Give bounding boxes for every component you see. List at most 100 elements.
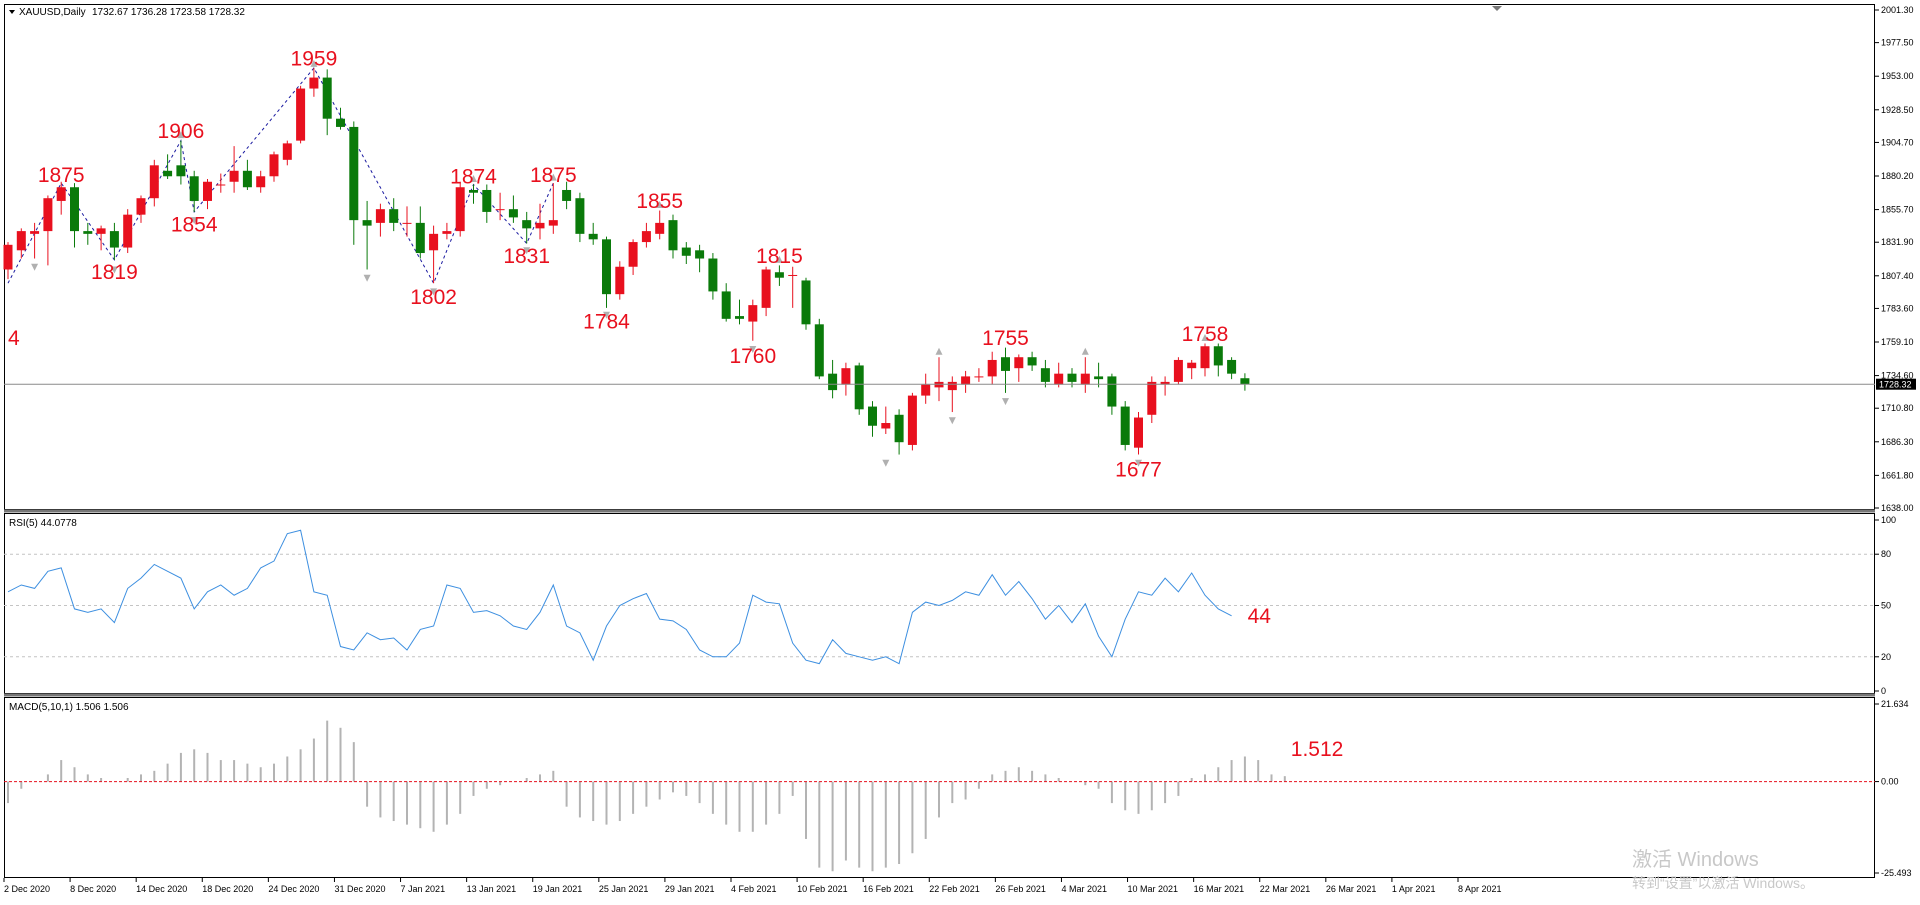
candle-body bbox=[415, 222, 425, 254]
candle-body bbox=[362, 220, 372, 226]
bull-candle bbox=[1200, 343, 1210, 377]
fractal-down-arrow-icon bbox=[1135, 459, 1142, 467]
price-panel-frame bbox=[4, 4, 1875, 510]
candle-body bbox=[149, 165, 159, 199]
rsi-axis-label: 100 bbox=[1881, 515, 1896, 525]
candle-body bbox=[1173, 359, 1183, 382]
macd-axis-label: -25.493 bbox=[1881, 868, 1912, 878]
price-axis-label: 1904.70 bbox=[1881, 137, 1914, 147]
fractal-down-arrow-icon bbox=[882, 459, 890, 467]
bull-candle bbox=[3, 242, 13, 280]
bear-candle bbox=[415, 206, 425, 259]
bull-candle bbox=[282, 140, 292, 166]
bull-candle bbox=[429, 225, 439, 284]
bear-candle bbox=[1213, 343, 1223, 377]
ohlc-readout: 1732.67 1736.28 1723.58 1728.32 bbox=[92, 7, 245, 18]
bear-candle bbox=[681, 242, 691, 265]
time-axis-label: 22 Feb 2021 bbox=[929, 884, 980, 894]
candle-body bbox=[748, 305, 758, 322]
bear-candle bbox=[562, 181, 572, 210]
candle-body bbox=[3, 244, 13, 270]
price-axis-label: 1686.30 bbox=[1881, 437, 1914, 447]
candle-body bbox=[868, 406, 877, 426]
bear-candle bbox=[668, 214, 678, 259]
macd-title: MACD(5,10,1) 1.506 1.506 bbox=[9, 702, 129, 713]
time-axis-label: 24 Dec 2020 bbox=[268, 884, 319, 894]
bull-candle bbox=[748, 299, 758, 341]
bear-candle bbox=[469, 184, 478, 204]
bear-candle bbox=[1240, 373, 1250, 391]
swing-level-label: 1784 bbox=[583, 311, 630, 334]
time-axis-label: 19 Jan 2021 bbox=[533, 884, 583, 894]
bear-candle bbox=[1120, 401, 1130, 451]
candle-body bbox=[189, 176, 199, 201]
candle-body bbox=[1014, 357, 1024, 369]
price-axis-label: 2001.30 bbox=[1881, 5, 1914, 15]
macd-value-label: 1.512 bbox=[1291, 738, 1344, 761]
candle-body bbox=[854, 365, 864, 410]
time-axis-label: 2 Dec 2020 bbox=[4, 884, 50, 894]
time-axis-label: 18 Dec 2020 bbox=[202, 884, 253, 894]
candle-body bbox=[123, 214, 133, 248]
collapse-triangle-icon[interactable] bbox=[9, 10, 15, 14]
bull-candle bbox=[1173, 357, 1183, 385]
bear-candle bbox=[336, 107, 345, 130]
scroll-shift-icon[interactable] bbox=[1492, 6, 1502, 11]
bear-candle bbox=[801, 277, 811, 330]
price-axis-label: 1661.80 bbox=[1881, 470, 1914, 480]
bear-candle bbox=[828, 359, 838, 399]
candle-body bbox=[668, 220, 678, 251]
candle-body bbox=[1160, 381, 1170, 385]
candle-body bbox=[1187, 362, 1197, 369]
swing-level-label: 1819 bbox=[91, 261, 138, 284]
macd-panel-frame bbox=[4, 697, 1875, 878]
bear-candle bbox=[735, 299, 744, 325]
bull-candle bbox=[149, 159, 159, 207]
candle-body bbox=[43, 198, 53, 232]
fractal-down-arrow-icon bbox=[603, 311, 610, 319]
rsi-axis-label: 50 bbox=[1881, 601, 1891, 611]
fractal-down-arrow-icon bbox=[31, 263, 39, 271]
bull-candle bbox=[1147, 376, 1157, 424]
windows-activation-watermark: 激活 Windows bbox=[1632, 848, 1759, 871]
rsi-value-label: 44 bbox=[1248, 605, 1272, 628]
price-axis-label: 1734.60 bbox=[1881, 371, 1914, 381]
fractal-down-arrow-icon bbox=[749, 345, 757, 353]
candle-body bbox=[296, 88, 306, 141]
bear-candle bbox=[176, 140, 186, 185]
time-axis-label: 10 Feb 2021 bbox=[797, 884, 848, 894]
swing-level-label: 1802 bbox=[410, 286, 457, 309]
price-axis-label: 1783.60 bbox=[1881, 303, 1914, 313]
fractal-up-arrow-icon bbox=[656, 201, 664, 209]
candle-body bbox=[96, 228, 106, 234]
current-price-tag bbox=[1876, 378, 1916, 390]
candle-body bbox=[389, 209, 399, 223]
candle-body bbox=[562, 189, 572, 201]
swing-level-label: 1760 bbox=[729, 345, 776, 368]
candle-body bbox=[176, 165, 186, 177]
time-axis-label: 1 Apr 2021 bbox=[1392, 884, 1436, 894]
candle-body bbox=[242, 170, 252, 188]
candle-body bbox=[136, 198, 146, 215]
bear-candle bbox=[1001, 347, 1010, 393]
bull-candle bbox=[1014, 354, 1024, 382]
bull-candle bbox=[229, 146, 239, 193]
candle-body bbox=[469, 189, 478, 193]
candle-body bbox=[894, 414, 904, 443]
candle-body bbox=[282, 143, 292, 160]
candle-body bbox=[269, 154, 279, 177]
bull-candle bbox=[123, 209, 133, 254]
rsi-axis-label: 80 bbox=[1881, 549, 1891, 559]
candle-body bbox=[495, 209, 505, 211]
candle-body bbox=[1080, 373, 1090, 385]
fractal-down-arrow-icon bbox=[363, 274, 371, 282]
bull-candle bbox=[216, 173, 226, 193]
price-axis-label: 1855.70 bbox=[1881, 205, 1914, 215]
swing-level-label: 1875 bbox=[530, 164, 577, 187]
candle-body bbox=[708, 258, 718, 292]
time-axis-label: 14 Dec 2020 bbox=[136, 884, 187, 894]
time-axis-label: 4 Feb 2021 bbox=[731, 884, 777, 894]
candle-body bbox=[522, 220, 532, 229]
candle-body bbox=[482, 189, 492, 212]
swing-level-label: 1906 bbox=[158, 120, 205, 143]
